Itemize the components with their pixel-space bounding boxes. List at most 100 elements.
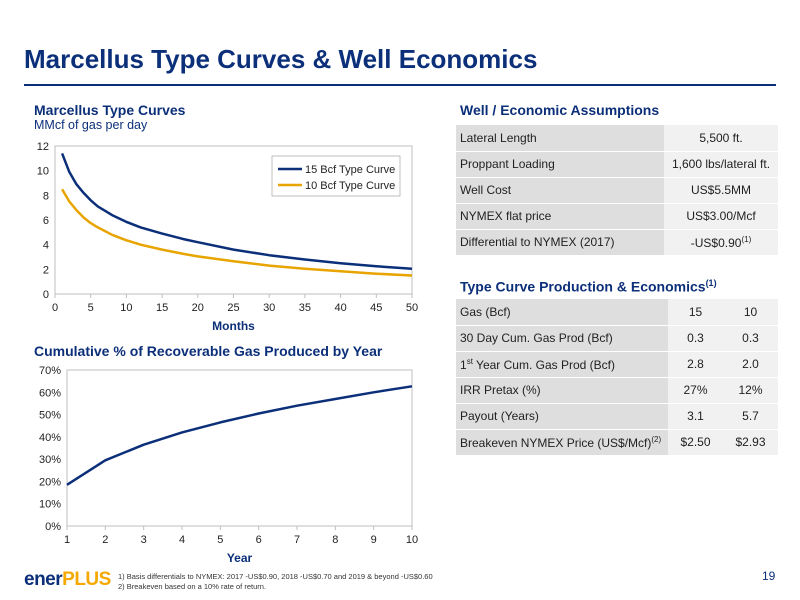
- economics-label: 30 Day Cum. Gas Prod (Bcf): [456, 325, 668, 352]
- y-tick-label: 60%: [39, 387, 61, 399]
- x-tick-label: 2: [102, 534, 108, 546]
- x-tick-label: 10: [406, 534, 418, 546]
- x-tick-label: 15: [156, 302, 168, 314]
- economics-label: Year Cum. Gas Prod (Bcf): [472, 357, 615, 372]
- y-tick-label: 40%: [39, 432, 61, 444]
- x-tick-label: 3: [141, 534, 147, 546]
- y-tick-label: 30%: [39, 454, 61, 466]
- table-row: Lateral Length 5,500 ft.: [456, 125, 778, 152]
- economics-value-15bcf: $2.50: [668, 429, 723, 456]
- assumption-value: -US$0.90: [690, 235, 742, 250]
- series-line-2: [61, 188, 413, 277]
- economics-value-10bcf: 0.3: [723, 325, 778, 352]
- economics-title: Type Curve Production & Economics(1): [460, 278, 717, 295]
- table-row: Differential to NYMEX (2017) -US$0.90(1): [456, 229, 778, 256]
- x-tick-label: 45: [370, 302, 382, 314]
- y-tick-label: 12: [37, 141, 49, 153]
- economics-label: IRR Pretax (%): [456, 377, 668, 404]
- x-tick-label: 5: [88, 302, 94, 314]
- y-tick-label: 2: [43, 264, 49, 276]
- x-tick-label: 6: [256, 534, 262, 546]
- x-tick-label: 9: [371, 534, 377, 546]
- ordinal-suffix: st: [466, 356, 473, 366]
- logo-text-accent: PLUS: [62, 569, 111, 590]
- x-tick-label: 40: [334, 302, 346, 314]
- assumption-label: Proppant Loading: [456, 151, 664, 178]
- economics-value-15bcf: 15: [668, 299, 723, 326]
- footnote-marker: (2): [651, 434, 662, 444]
- economics-label-cell: Breakeven NYMEX Price (US$/Mcf)(2): [456, 429, 668, 456]
- assumption-label: NYMEX flat price: [456, 203, 664, 230]
- x-tick-label: 0: [52, 302, 58, 314]
- footnote-1: 1) Basis differentials to NYMEX: 2017 -U…: [118, 572, 433, 581]
- table-row: IRR Pretax (%) 27% 12%: [456, 377, 778, 404]
- page-number: 19: [762, 569, 776, 583]
- economics-label-prefix: 1: [460, 357, 467, 372]
- y-tick-label: 4: [43, 240, 49, 252]
- economics-value-10bcf: 2.0: [723, 351, 778, 378]
- economics-value-10bcf: $2.93: [723, 429, 778, 456]
- enerplus-logo: enerPLUS: [24, 569, 111, 591]
- x-tick-label: 25: [227, 302, 239, 314]
- assumption-value: 1,600 lbs/lateral ft.: [664, 151, 778, 178]
- table-row: 1st Year Cum. Gas Prod (Bcf) 2.8 2.0: [456, 351, 778, 378]
- x-axis-label: Year: [227, 551, 253, 565]
- x-tick-label: 50: [406, 302, 418, 314]
- y-tick-label: 50%: [39, 410, 61, 422]
- economics-value-15bcf: 27%: [668, 377, 723, 404]
- series-line-1: [60, 152, 413, 270]
- economics-label-cell: 1st Year Cum. Gas Prod (Bcf): [456, 351, 668, 378]
- y-tick-label: 10%: [39, 499, 61, 511]
- economics-table: Gas (Bcf) 15 10 30 Day Cum. Gas Prod (Bcf)…: [456, 299, 778, 456]
- y-tick-label: 20%: [39, 476, 61, 488]
- table-row: NYMEX flat price US$3.00/Mcf: [456, 203, 778, 230]
- y-tick-label: 70%: [39, 365, 61, 377]
- type-curves-chart: 0 2 4 6 8 10 12 0 5 10 15 20 25 30 35 40 45 50 Months 15 Bc…: [37, 141, 418, 333]
- logo-text-main: ener: [24, 569, 63, 590]
- legend-label: 15 Bcf Type Curve: [305, 164, 395, 176]
- x-tick-label: 20: [192, 302, 204, 314]
- assumption-value: 5,500 ft.: [664, 125, 778, 152]
- table-row: Gas (Bcf) 15 10: [456, 299, 778, 326]
- y-tick-label: 8: [43, 190, 49, 202]
- table-row: 30 Day Cum. Gas Prod (Bcf) 0.3 0.3: [456, 325, 778, 352]
- footnote-marker: (1): [741, 234, 752, 244]
- assumption-label: Well Cost: [456, 177, 664, 204]
- economics-value-10bcf: 5.7: [723, 403, 778, 430]
- economics-label: Payout (Years): [456, 403, 668, 430]
- economics-value-10bcf: 10: [723, 299, 778, 326]
- assumptions-title: Well / Economic Assumptions: [460, 102, 660, 118]
- assumption-label: Differential to NYMEX (2017): [456, 229, 664, 256]
- economics-value-15bcf: 0.3: [668, 325, 723, 352]
- economics-value-15bcf: 2.8: [668, 351, 723, 378]
- economics-title-text: Type Curve Production & Economics: [460, 278, 706, 295]
- y-tick-label: 10: [37, 166, 49, 178]
- x-tick-label: 35: [299, 302, 311, 314]
- y-tick-label: 6: [43, 215, 49, 227]
- table-row: Well Cost US$5.5MM: [456, 177, 778, 204]
- y-tick-label: 0: [43, 289, 49, 301]
- table-row: Proppant Loading 1,600 lbs/lateral ft.: [456, 151, 778, 178]
- table-row: Payout (Years) 3.1 5.7: [456, 403, 778, 430]
- footnote-2: 2) Breakeven based on a 10% rate of retu…: [118, 582, 267, 591]
- cumulative-chart-title: Cumulative % of Recoverable Gas Produced…: [34, 343, 383, 359]
- x-tick-label: 8: [332, 534, 338, 546]
- plot-area: [66, 369, 413, 527]
- x-tick-label: 4: [179, 534, 185, 546]
- series-line-1: [66, 385, 413, 486]
- type-curves-chart-subtitle: MMcf of gas per day: [34, 118, 148, 132]
- type-curves-chart-title: Marcellus Type Curves: [34, 102, 186, 118]
- title-divider: [24, 84, 776, 86]
- x-tick-label: 30: [263, 302, 275, 314]
- legend: [271, 155, 401, 197]
- economics-label: Gas (Bcf): [456, 299, 668, 326]
- x-axis-label: Months: [212, 319, 255, 333]
- assumption-value: US$3.00/Mcf: [664, 203, 778, 230]
- footnote-marker: (1): [705, 278, 717, 288]
- economics-value-10bcf: 12%: [723, 377, 778, 404]
- economics-value-15bcf: 3.1: [668, 403, 723, 430]
- footnotes: 1) Basis differentials to NYMEX: 2017 -U…: [118, 572, 433, 592]
- cumulative-gas-chart: 0% 10% 20% 30% 40% 50% 60% 70% 1 2 3 4 5 6 7 8 9 10 Year: [39, 365, 418, 565]
- y-tick-label: 0%: [45, 521, 61, 533]
- economics-label: Breakeven NYMEX Price (US$/Mcf): [460, 435, 652, 450]
